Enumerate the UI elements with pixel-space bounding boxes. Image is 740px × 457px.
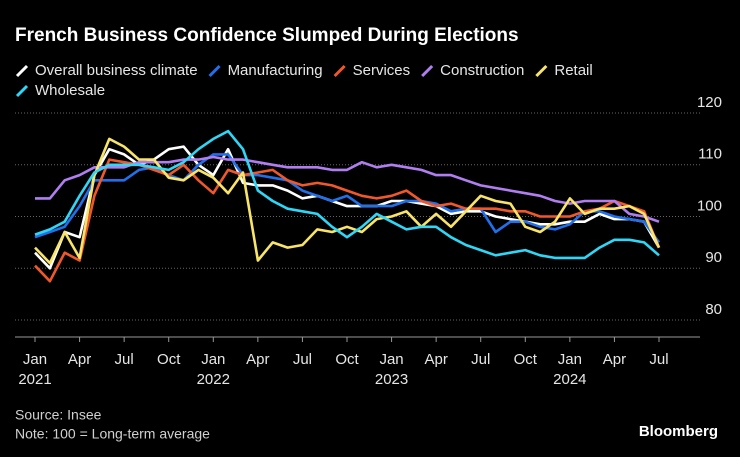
legend-swatch [15,84,29,98]
x-tick-label: Jul [293,351,312,368]
series-line [34,153,661,244]
y-tick-label: 100 [697,197,722,214]
x-tick-label: Jan 2024 [553,351,586,388]
legend-swatch [535,64,548,78]
x-tick-label: Jul [649,351,668,368]
legend-swatch [421,64,434,78]
x-tick-label: Jan 2023 [375,351,408,388]
x-tick-label: Oct [335,351,359,368]
legend-swatch [333,64,346,78]
x-tick-label: Jul [115,351,134,368]
x-tick-label: Apr [603,351,626,368]
legend-label: Retail [554,62,592,79]
legend-item: Construction [421,62,524,79]
series-line [34,129,660,260]
x-tick-label: Apr [246,351,269,368]
series-line [35,155,660,223]
x-tick-label: Oct [514,351,538,368]
legend-item: Wholesale [15,82,105,99]
x-tick-label: Jul [471,351,490,368]
legend-item: Manufacturing [208,62,323,79]
legend-label: Manufacturing [228,62,323,79]
y-tick-label: 80 [705,301,722,318]
y-tick-label: 110 [698,146,722,163]
y-tick-label: 90 [705,249,722,266]
x-tick-label: Apr [424,351,447,368]
x-tick-label: Apr [68,351,91,368]
chart-title: French Business Confidence Slumped Durin… [15,25,519,46]
legend-label: Wholesale [35,82,105,99]
brand: Bloomberg [639,423,718,440]
source: Source: Insee [15,407,102,423]
legend-label: Construction [440,62,524,79]
x-tick-label: Jan 2021 [18,351,51,388]
legend-swatch [15,64,29,78]
legend-item: Services [333,62,411,79]
y-tick-label: 120 [697,94,722,111]
x-tick-label: Oct [157,351,181,368]
note: Note: 100 = Long-term average [15,426,210,442]
legend-label: Services [353,62,411,79]
x-tick-label: Jan 2022 [197,351,230,388]
legend-item: Overall business climate [15,62,198,79]
legend-label: Overall business climate [35,62,198,79]
legend-swatch [208,64,221,78]
series-line [34,137,661,265]
legend-item: Retail [535,62,593,79]
